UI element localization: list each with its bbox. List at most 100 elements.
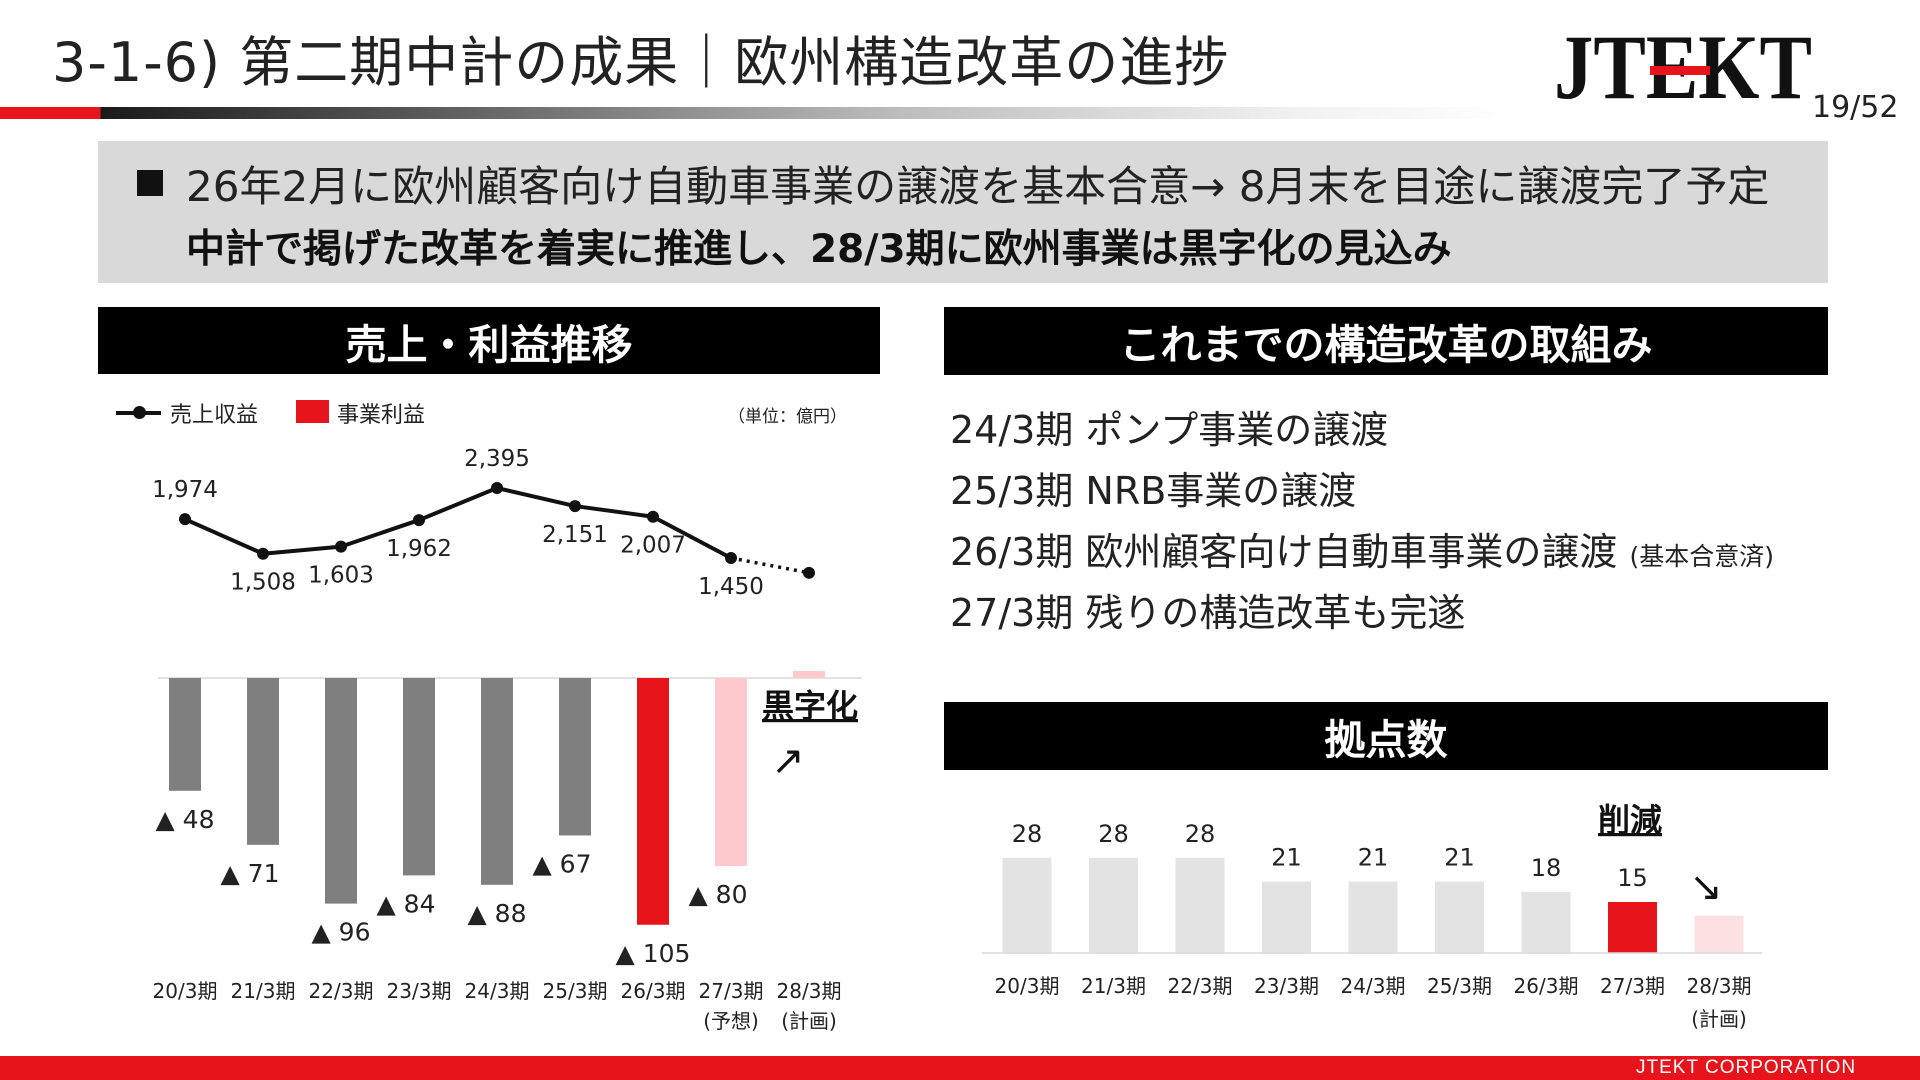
legend-revenue-label: 売上収益 (170, 403, 259, 428)
revenue-value-label: 1,508 (230, 570, 296, 596)
header-rule (0, 107, 1520, 119)
revenue-value-label: 2,395 (464, 446, 530, 472)
profit-bar (637, 678, 669, 925)
revenue-value-label: 1,603 (308, 563, 374, 589)
category-label: 26/3期 (621, 979, 686, 1003)
category-label: 26/3期 (1514, 974, 1579, 998)
site-count-bar (1175, 857, 1225, 953)
site-count-label: 21 (1271, 844, 1302, 872)
category-label: 23/3期 (1254, 974, 1319, 998)
revenue-line (184, 486, 732, 560)
revenue-value-label: 1,974 (152, 477, 218, 503)
revenue-point (335, 540, 347, 553)
revenue-point (491, 482, 503, 494)
revenue-value-label: 1,962 (386, 536, 452, 562)
category-label: 28/3期 (1687, 974, 1752, 998)
category-label: 20/3期 (995, 974, 1060, 998)
footer-bar (0, 1056, 1920, 1080)
profit-bar (715, 678, 747, 866)
category-label: 22/3期 (1168, 974, 1233, 998)
profit-bar (169, 678, 201, 791)
profit-bar (481, 678, 513, 885)
reform-item-text: 26/3期 欧州顧客向け自動車事業の譲渡 (950, 530, 1618, 574)
reform-item: 25/3期 NRB事業の譲渡 (950, 461, 1774, 522)
site-count-label: 28 (1098, 820, 1129, 848)
revenue-point (569, 500, 581, 513)
profit-value-label: ▲ 84 (377, 889, 436, 918)
profit-value-label: ▲ 105 (616, 939, 691, 968)
legend-revenue-marker-icon (133, 406, 146, 419)
category-label: 23/3期 (387, 979, 452, 1003)
category-note-label: (予想) (703, 1009, 759, 1033)
site-count-bar (1089, 857, 1138, 953)
reform-item-text: 27/3期 残りの構造改革も完遂 (950, 591, 1466, 635)
profit-value-label: ▲ 71 (221, 859, 280, 888)
reduction-annotation: 削減 (1598, 801, 1662, 839)
category-label: 24/3期 (1341, 974, 1406, 998)
turnaround-annotation: 黒字化 (762, 687, 858, 725)
reform-item: 26/3期 欧州顧客向け自動車事業の譲渡 (基本合意済) (950, 522, 1774, 583)
reform-header: これまでの構造改革の取組み (944, 307, 1828, 375)
profit-value-label: ▲ 48 (156, 805, 215, 834)
profit-value-label: ▲ 88 (468, 899, 527, 928)
reform-list: 24/3期 ポンプ事業の譲渡 25/3期 NRB事業の譲渡 26/3期 欧州顧客… (950, 400, 1774, 644)
logo-red-stripe (1650, 66, 1710, 75)
category-note-label: (計画) (1691, 1007, 1747, 1031)
reform-item-text: 24/3期 ポンプ事業の譲渡 (950, 408, 1389, 452)
profit-bar (247, 678, 279, 845)
revenue-value-label: 2,151 (542, 522, 608, 548)
site-count-bar (1002, 857, 1052, 953)
site-count-bar (1694, 915, 1744, 953)
site-count-label: 15 (1617, 864, 1648, 892)
revenue-point (647, 510, 659, 523)
sales-profit-header: 売上・利益推移 (98, 307, 880, 374)
revenue-value-label: 1,450 (698, 574, 764, 600)
reform-item-text: 25/3期 NRB事業の譲渡 (950, 469, 1357, 513)
category-label: 21/3期 (1081, 974, 1146, 998)
site-count-label: 18 (1531, 854, 1562, 882)
site-count-label: 28 (1012, 820, 1043, 848)
revenue-projection-line (730, 556, 810, 575)
summary-box (98, 141, 1828, 283)
reform-item: 24/3期 ポンプ事業の譲渡 (950, 400, 1774, 461)
reform-item: 27/3期 残りの構造改革も完遂 (950, 583, 1774, 644)
revenue-projection-point (803, 566, 815, 579)
revenue-point (413, 514, 425, 527)
site-count-bar (1521, 891, 1571, 953)
down-right-arrow-icon: ↘ (1689, 864, 1723, 910)
category-label: 28/3期 (777, 979, 842, 1003)
profit-value-label: ▲ 96 (312, 918, 371, 947)
category-label: 27/3期 (699, 979, 764, 1003)
profit-bar (793, 670, 825, 678)
category-note-label: (計画) (781, 1009, 837, 1033)
category-label: 21/3期 (231, 979, 296, 1003)
category-label: 25/3期 (1427, 974, 1492, 998)
summary-line-2: 中計で掲げた改革を着実に推進し、28/3期に欧州事業は黒字化の見込み (186, 227, 1452, 272)
reform-item-note: (基本合意済) (1629, 542, 1775, 571)
revenue-point (179, 513, 191, 526)
page-title: 3-1-6) 第二期中計の成果｜欧州構造改革の進捗 (52, 31, 1230, 94)
site-count-label: 21 (1444, 844, 1475, 872)
category-label: 27/3期 (1600, 974, 1665, 998)
site-count-label: 21 (1358, 844, 1389, 872)
revenue-value-label: 2,007 (620, 533, 686, 559)
site-count-bar (1348, 881, 1398, 953)
profit-bar (403, 678, 435, 876)
revenue-point (257, 547, 269, 560)
profit-value-label: ▲ 80 (689, 880, 748, 909)
unit-note: （単位：億円） (728, 407, 847, 427)
jtekt-logo: JTEKT (1548, 16, 1818, 118)
summary-line-1: 26年2月に欧州顧客向け自動車事業の譲渡を基本合意→ 8月末を目途に譲渡完了予定 (186, 162, 1770, 211)
profit-bar (325, 678, 357, 904)
page-number: 19/52 (1812, 90, 1899, 125)
sites-header: 拠点数 (944, 702, 1828, 770)
legend-profit-swatch (296, 400, 329, 423)
profit-value-label: ▲ 67 (533, 849, 592, 878)
square-bullet-icon (137, 170, 163, 196)
category-label: 20/3期 (153, 979, 218, 1003)
site-count-bar (1435, 881, 1484, 953)
footer-company-name: JTEKT CORPORATION (1636, 1057, 1857, 1078)
site-count-bar (1262, 881, 1311, 953)
site-count-bar (1608, 902, 1657, 953)
legend-profit-label: 事業利益 (337, 403, 426, 428)
